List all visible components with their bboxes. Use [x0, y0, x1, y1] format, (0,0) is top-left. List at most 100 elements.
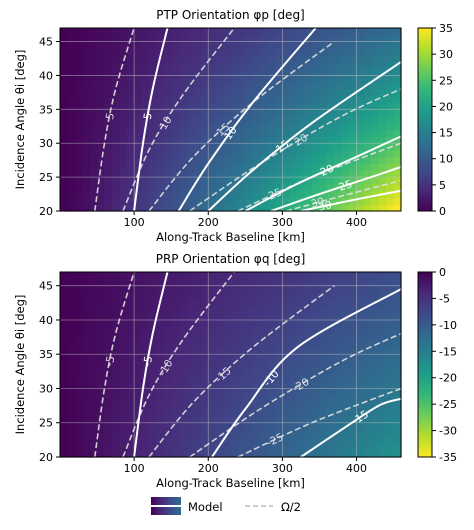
heatmap-cell [341, 272, 350, 280]
heatmap-cell [104, 367, 113, 376]
heatmap-cell [334, 436, 343, 444]
heatmap-cell [371, 55, 380, 63]
heatmap-cell [89, 28, 98, 36]
heatmap-cell [200, 136, 209, 144]
heatmap-cell [186, 109, 195, 117]
heatmap-cell [148, 190, 157, 199]
heatmap-cell [326, 299, 335, 307]
heatmap-cell [156, 422, 165, 431]
heatmap-cell [171, 122, 180, 131]
heatmap-cell [141, 150, 150, 158]
heatmap-cell [393, 333, 402, 342]
heatmap-cell [60, 319, 69, 328]
heatmap-cell [393, 450, 402, 458]
heatmap-cell [104, 326, 113, 335]
heatmap-cell [119, 395, 128, 403]
heatmap-cell [378, 381, 387, 390]
heatmap-cell [163, 95, 172, 104]
heatmap-cell [186, 28, 195, 36]
heatmap-cell [215, 89, 224, 97]
heatmap-cell [163, 150, 172, 158]
heatmap-cell [312, 402, 321, 410]
heatmap-cell [200, 129, 209, 138]
heatmap-cell [111, 402, 120, 410]
heatmap-cell [67, 278, 76, 287]
heatmap-cell [223, 75, 232, 83]
heatmap-cell [67, 102, 76, 110]
heatmap-cell [200, 347, 209, 355]
heatmap-cell [60, 354, 69, 362]
heatmap-cell [378, 333, 387, 342]
heatmap-cell [208, 374, 217, 383]
heatmap-cell [82, 367, 91, 376]
heatmap-cell [215, 68, 224, 77]
heatmap-cell [260, 82, 269, 90]
heatmap-cell [119, 177, 128, 185]
heatmap-cell [282, 340, 291, 348]
heatmap-cell [312, 75, 321, 83]
colorbar-step [418, 201, 432, 206]
heatmap-cell [89, 367, 98, 376]
heatmap-cell [208, 388, 217, 396]
heatmap-cell [156, 89, 165, 97]
heatmap-cell [341, 395, 350, 403]
heatmap-cell [393, 136, 402, 144]
heatmap-cell [97, 361, 106, 369]
heatmap-cell [304, 190, 313, 199]
heatmap-cell [156, 450, 165, 458]
heatmap-cell [208, 285, 217, 294]
heatmap-cell [156, 347, 165, 355]
heatmap-cell [386, 41, 395, 49]
heatmap-cell [371, 313, 380, 321]
heatmap-cell [245, 450, 254, 458]
heatmap-cell [371, 82, 380, 90]
colorbar-step [418, 31, 432, 35]
colorbar-frame [417, 27, 433, 212]
model-contour [133, 28, 169, 211]
heatmap-cell [208, 109, 217, 117]
x-tick-label: 100 [124, 462, 145, 475]
heatmap-cell [223, 409, 232, 417]
heatmap-cell [223, 95, 232, 104]
heatmap-cell [126, 109, 135, 117]
heatmap-cell [267, 41, 276, 49]
heatmap-cell [126, 272, 135, 280]
heatmap-cell [156, 272, 165, 280]
colorbar-step [418, 407, 432, 412]
heatmap-cell [178, 340, 187, 348]
heatmap-cell [208, 150, 217, 158]
omega-contour-label: 10 [157, 114, 174, 132]
heatmap-cell [223, 374, 232, 383]
axes-frame [59, 27, 402, 212]
heatmap-cell [282, 422, 291, 431]
heatmap-cell [156, 415, 165, 424]
heatmap-cell [200, 354, 209, 362]
heatmap-cell [326, 136, 335, 144]
heatmap-cell [237, 170, 246, 178]
heatmap-cell [326, 313, 335, 321]
heatmap-cell [334, 197, 343, 205]
heatmap-cell [393, 319, 402, 328]
heatmap-cell [393, 28, 402, 36]
heatmap-cell [237, 272, 246, 280]
heatmap-cell [82, 299, 91, 307]
heatmap-cell [126, 197, 135, 205]
heatmap-cell [289, 82, 298, 90]
heatmap-cell [156, 170, 165, 178]
heatmap-cell [97, 436, 106, 444]
heatmap-cell [274, 163, 283, 171]
heatmap-cell [245, 402, 254, 410]
heatmap-cell [126, 415, 135, 424]
heatmap-cell [193, 285, 202, 294]
heatmap-cell [289, 28, 298, 36]
heatmap-cell [356, 28, 365, 36]
heatmap-cell [282, 34, 291, 43]
heatmap-cell [60, 443, 69, 451]
heatmap-cell [82, 136, 91, 144]
heatmap-cell [289, 204, 298, 212]
heatmap-cell [104, 381, 113, 390]
heatmap-cell [141, 48, 150, 56]
heatmap-cell [163, 190, 172, 199]
heatmap-cell [326, 319, 335, 328]
heatmap-cell [289, 299, 298, 307]
